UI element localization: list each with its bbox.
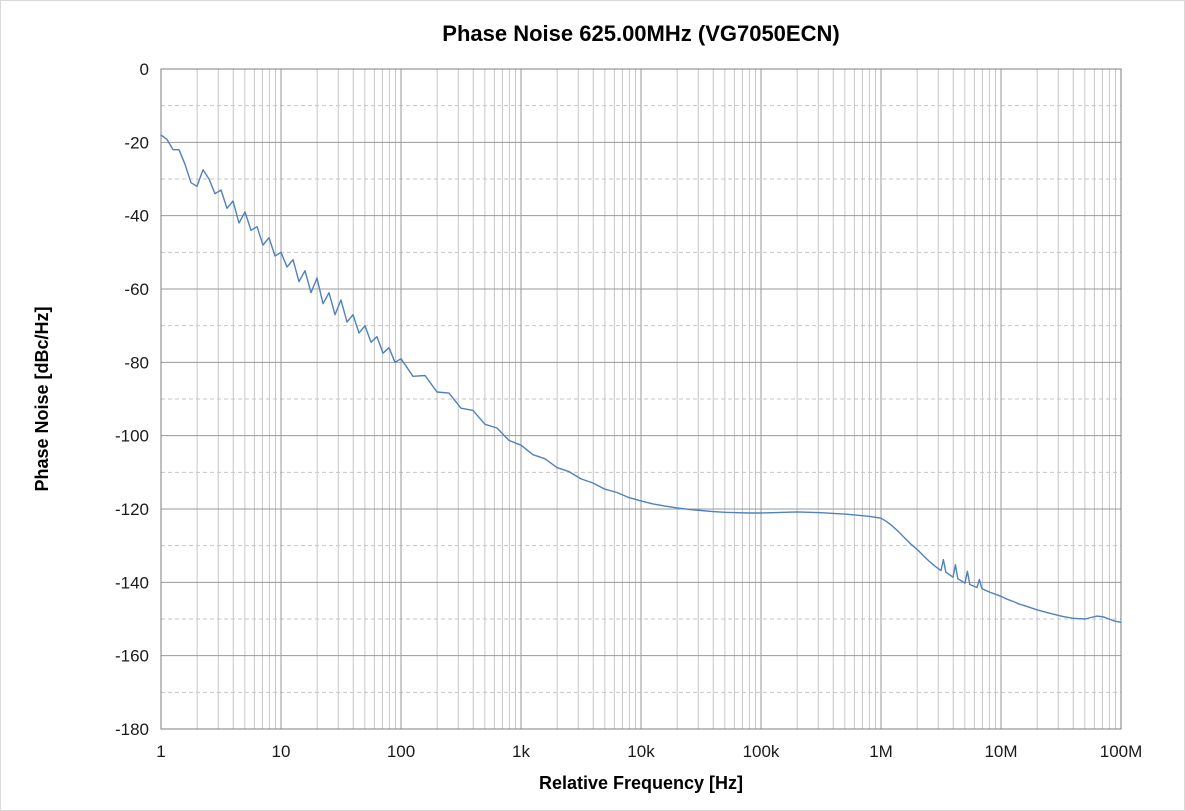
y-tick-label: -140 (115, 573, 149, 592)
plot-border (160, 68, 1122, 730)
x-tick-label: 1k (512, 742, 530, 761)
y-tick-label: -180 (115, 720, 149, 739)
x-tick-label: 1M (869, 742, 893, 761)
phase-noise-line (160, 134, 1122, 623)
x-tick-label: 100k (743, 742, 780, 761)
x-tick-label: 10 (272, 742, 291, 761)
x-tick-label: 10k (627, 742, 655, 761)
y-tick-label: -120 (115, 500, 149, 519)
y-axis-title: Phase Noise [dBc/Hz] (32, 306, 52, 491)
y-tick-label: -20 (124, 133, 149, 152)
tick-labels: 1 10 100 1k 10k 100k 1M 10M 100M 0 -20 -40 -60 -80 -10… (115, 60, 1142, 761)
y-tick-label: -160 (115, 647, 149, 666)
x-tick-label: 100M (1100, 742, 1143, 761)
x-tick-label: 1 (156, 742, 165, 761)
chart-title: Phase Noise 625.00MHz (VG7050ECN) (442, 21, 839, 46)
phase-noise-series (160, 134, 1122, 623)
gridlines (160, 68, 1122, 730)
y-tick-label: 0 (140, 60, 149, 79)
x-tick-label: 100 (387, 742, 415, 761)
y-tick-label: -60 (124, 280, 149, 299)
x-tick-label: 10M (984, 742, 1017, 761)
y-tick-label: -40 (124, 207, 149, 226)
x-axis-title: Relative Frequency [Hz] (539, 773, 743, 793)
y-tick-label: -100 (115, 427, 149, 446)
y-tick-label: -80 (124, 353, 149, 372)
